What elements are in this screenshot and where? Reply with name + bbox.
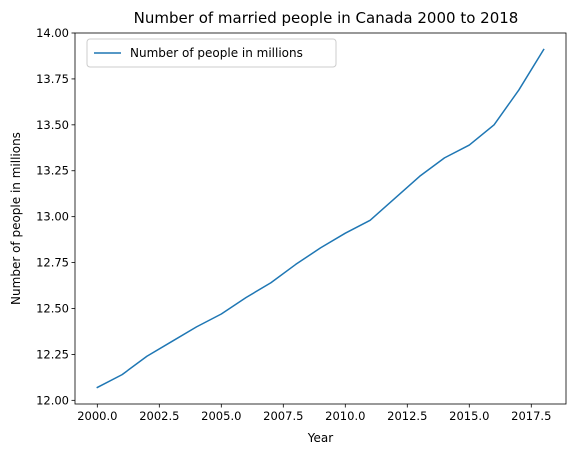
plot-frame — [74, 32, 567, 405]
x-tick-label: 2010.0 — [325, 409, 365, 423]
x-axis-label: Year — [307, 431, 333, 445]
chart-title: Number of married people in Canada 2000 … — [134, 9, 519, 27]
y-tick-label: 12.50 — [36, 301, 69, 315]
y-tick-label: 14.00 — [36, 26, 69, 40]
legend-label: Number of people in millions — [130, 46, 303, 60]
legend-box — [86, 38, 337, 68]
x-tick-label: 2007.5 — [263, 409, 303, 423]
x-tick-label: 2015.0 — [449, 409, 489, 423]
y-axis-label: Number of people in millions — [9, 132, 23, 305]
axis-ticks: 2000.0 2002.5 2005.0 2007.5 2010.0 2012.5 2015… — [36, 26, 551, 423]
x-tick-label: 2012.5 — [387, 409, 427, 423]
series-line — [96, 48, 545, 389]
y-tick-label: 13.75 — [36, 72, 69, 86]
y-tick-label: 12.75 — [36, 256, 69, 270]
x-tick-label: 2017.5 — [511, 409, 551, 423]
y-tick-label: 13.50 — [36, 118, 69, 132]
y-tick-label: 13.25 — [36, 164, 69, 178]
x-tick-label: 2000.0 — [77, 409, 117, 423]
y-tick-label: 13.00 — [36, 210, 69, 224]
x-tick-label: 2002.5 — [139, 409, 179, 423]
series-layer — [96, 48, 545, 389]
y-tick-label: 12.00 — [36, 393, 69, 407]
y-tick-label: 12.25 — [36, 347, 69, 361]
legend: Number of people in millions — [86, 38, 337, 68]
x-tick-label: 2005.0 — [201, 409, 241, 423]
